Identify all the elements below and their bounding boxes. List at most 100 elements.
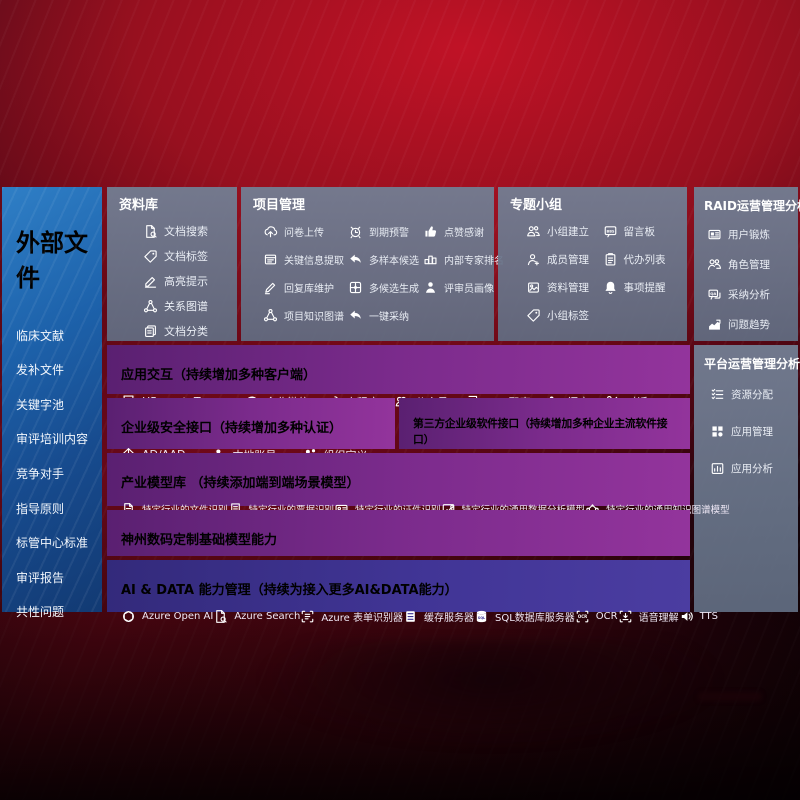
qa-analysis-icon: QA — [707, 287, 722, 302]
item-label: 标管中心标准 — [16, 536, 89, 551]
item-label: 采纳分析 — [728, 289, 770, 301]
project-feature: 多候选生成 — [348, 280, 419, 295]
svg-text:SQL: SQL — [478, 616, 486, 620]
group-feature-grid: 小组建立 BBS 留言板 成员管理 代办列表 资料管理 事项提醒 小组标签 — [510, 224, 675, 323]
project-feature: 回复库维护 — [263, 280, 344, 295]
panel-project-management: 项目管理 问卷上传 到期预警 点赞感谢 关键信息提取 多样本候选 内部专家排名 回复库维护 多… — [241, 187, 504, 341]
speech-icon — [618, 609, 633, 624]
panel-external-files: 外部文件 临床文献 发补文件 关键字池 审评培训内容 竞争对手 指导原则 标管中心标准 审评报… — [2, 187, 102, 619]
item-label: 资料管理 — [547, 282, 589, 294]
row-title: 第三方企业级软件接口（持续增加多种企业主流软件接口） — [413, 416, 668, 446]
row-ai-data-management: AI & DATA 能力管理（持续为接入更多AI&DATA能力） Azure O… — [107, 560, 718, 624]
id-card-icon — [707, 227, 722, 242]
data-manage-icon — [526, 280, 541, 295]
item-label: 审评培训内容 — [16, 432, 89, 447]
group-tag-icon — [526, 308, 541, 323]
row-title: 神州数码定制基础模型能力 — [121, 532, 278, 548]
group-feature: 成员管理 — [526, 252, 599, 267]
item-label: 关键信息提取 — [284, 256, 344, 267]
raid-feature: 用户锻炼 — [707, 227, 790, 242]
ranking-icon — [423, 252, 438, 267]
item-label: 点赞感谢 — [444, 228, 484, 239]
app-manage-icon — [710, 424, 725, 439]
panel-title: RAID运营管理分析 — [704, 199, 800, 213]
allocation-list-icon — [710, 387, 725, 402]
message-board-icon: BBS — [603, 224, 618, 239]
reviewer-portrait-icon — [423, 280, 438, 295]
item-label: 角色管理 — [728, 259, 770, 271]
project-feature: 一键采纳 — [348, 308, 419, 323]
item-label: Azure 表单识别器 — [321, 612, 403, 624]
service-item: TTS — [679, 609, 718, 624]
service-item: Azure Open AI — [121, 609, 213, 624]
sidebar-item: 竞争对手 — [16, 456, 92, 491]
doc-search-icon — [143, 224, 158, 239]
highlighter-icon — [143, 274, 158, 289]
sidebar-item: 指导原则 — [16, 491, 92, 526]
sidebar-item: 共性问题 — [16, 595, 92, 630]
group-feature: 代办列表 — [603, 252, 676, 267]
item-label: 文档分类 — [164, 325, 208, 338]
app-analysis-icon — [710, 461, 725, 476]
item-label: 关系图谱 — [164, 300, 208, 313]
project-feature: 问卷上传 — [263, 224, 344, 239]
library-feature: 文档标签 — [143, 248, 225, 264]
trend-icon — [707, 317, 722, 332]
panel-title: 外部文件 — [16, 228, 88, 292]
project-feature: 评审员画像 — [423, 280, 504, 295]
member-manage-icon — [526, 252, 541, 267]
row-security-interface: 企业级安全接口（持续增加多种认证） AD/AAD本地账号组织定义 — [107, 398, 395, 462]
group-feature: 小组建立 — [526, 224, 599, 239]
alarm-icon — [348, 224, 363, 239]
raid-feature: 问题趋势 — [707, 317, 790, 332]
doc-category-icon — [143, 324, 158, 339]
openai-icon — [121, 609, 136, 624]
item-label: 临床文献 — [16, 328, 65, 343]
panel-topic-group: 专题小组 小组建立 BBS 留言板 成员管理 代办列表 资料管理 事项提醒 小组标签 — [498, 187, 687, 341]
item-label: 多样本候选 — [369, 256, 419, 267]
sidebar-item: 审评培训内容 — [16, 422, 92, 457]
cloud-upload-icon — [263, 224, 278, 239]
project-feature: 多样本候选 — [348, 252, 419, 267]
group-feature: BBS 留言板 — [603, 224, 676, 239]
item-label: Azure Search — [234, 610, 301, 622]
ocr-icon: OCR — [575, 609, 590, 624]
sql-server-icon: SQL — [474, 609, 489, 624]
row-app-interaction: 应用交互（持续增加多种客户端） 5H5TTeams企业微信小程序公众号Web飘窗… — [107, 345, 690, 409]
panel-data-library: 资料库 文档搜索文档标签高亮提示关系图谱文档分类 — [107, 187, 237, 341]
item-label: 资源分配 — [731, 389, 773, 401]
service-item: 语音理解 — [618, 609, 679, 624]
item-label: 多候选生成 — [369, 284, 419, 295]
library-feature: 高亮提示 — [143, 273, 225, 289]
desk-edge — [698, 692, 762, 701]
item-label: 评审员画像 — [444, 284, 494, 295]
adopt-arrow-icon — [348, 308, 363, 323]
team-create-icon — [526, 224, 541, 239]
bell-icon — [603, 280, 618, 295]
row-title: 应用交互（持续增加多种客户端） — [121, 367, 317, 383]
relation-graph-icon — [143, 299, 158, 314]
item-label: OCR — [595, 610, 618, 622]
item-label: 用户锻炼 — [728, 229, 770, 241]
project-feature: 到期预警 — [348, 224, 419, 239]
item-label: 关键字池 — [16, 397, 65, 412]
item-label: TTS — [699, 610, 718, 622]
svg-text:BBS: BBS — [606, 229, 614, 233]
library-feature: 文档分类 — [143, 323, 225, 339]
platform-feature: 应用分析 — [710, 461, 790, 476]
item-label: 竞争对手 — [16, 467, 65, 482]
item-label: Azure Open AI — [142, 610, 214, 622]
item-label: 共性问题 — [16, 605, 65, 620]
item-label: 成员管理 — [547, 254, 589, 266]
panel-title: 资料库 — [119, 198, 159, 213]
item-label: 审评报告 — [16, 570, 65, 585]
library-feature: 文档搜索 — [143, 223, 225, 239]
panel-raid-analysis: RAID运营管理分析 用户锻炼角色管理 QA 采纳分析问题趋势 — [694, 187, 800, 341]
svg-text:QA: QA — [710, 292, 716, 296]
multi-generate-icon — [348, 280, 363, 295]
item-label: 小组建立 — [547, 226, 589, 238]
item-label: 语音理解 — [638, 612, 679, 624]
item-label: 问卷上传 — [284, 228, 324, 239]
panel-title: 项目管理 — [253, 198, 306, 213]
